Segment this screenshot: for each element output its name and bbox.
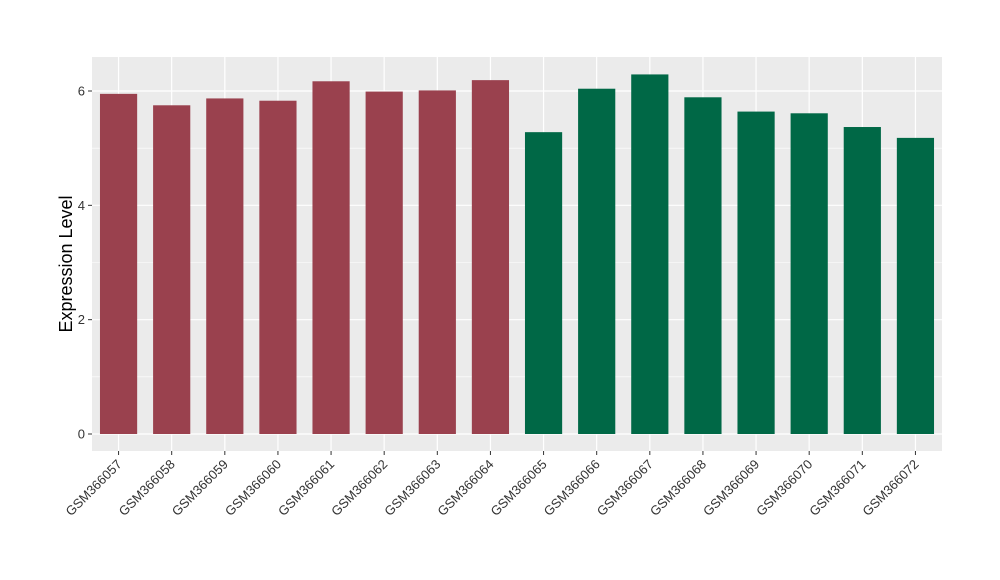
bar-gsm366063 <box>418 90 456 434</box>
x-tick-label: GSM366069 <box>700 457 762 519</box>
x-tick-label: GSM366071 <box>806 457 868 519</box>
bar-gsm366059 <box>206 98 244 434</box>
y-axis: 0 2 4 6 <box>78 84 92 442</box>
x-tick-label: GSM366057 <box>62 457 124 519</box>
bar-gsm366060 <box>259 100 297 435</box>
bar-gsm366061 <box>312 81 350 434</box>
bars <box>99 74 935 435</box>
x-tick-label: GSM366066 <box>541 457 603 519</box>
bar-gsm366064 <box>471 80 510 434</box>
x-tick-label: GSM366065 <box>487 457 549 519</box>
bar-gsm366072 <box>896 137 935 435</box>
x-tick-label: GSM366058 <box>116 457 178 519</box>
x-tick-label: GSM366064 <box>434 457 496 519</box>
x-tick-label: GSM366059 <box>169 457 231 519</box>
bar-gsm366069 <box>737 111 775 434</box>
bar-gsm366067 <box>631 74 669 435</box>
bar-gsm366068 <box>684 97 722 434</box>
bar-gsm366065 <box>524 132 563 434</box>
bar-gsm366071 <box>843 127 881 434</box>
y-tick-label: 0 <box>78 427 85 442</box>
x-tick-label: GSM366070 <box>753 457 815 519</box>
y-tick-label: 2 <box>78 312 85 327</box>
y-axis-title: Expression Level <box>56 195 76 332</box>
x-tick-label: GSM366062 <box>328 457 390 519</box>
y-tick-label: 4 <box>78 198 85 213</box>
bar-gsm366058 <box>153 105 191 435</box>
x-tick-label: GSM366063 <box>381 457 443 519</box>
x-tick-label: GSM366068 <box>647 457 709 519</box>
y-tick-label: 6 <box>78 84 85 99</box>
bar-gsm366057 <box>99 93 138 434</box>
bar-gsm366070 <box>790 113 828 435</box>
x-tick-label: GSM366060 <box>222 457 284 519</box>
bar-gsm366062 <box>365 91 403 435</box>
x-tick-label: GSM366072 <box>859 457 921 519</box>
x-tick-label: GSM366067 <box>594 457 656 519</box>
x-axis: GSM366057GSM366058GSM366059GSM366060GSM3… <box>62 451 922 519</box>
bar-gsm366066 <box>578 88 616 435</box>
x-tick-label: GSM366061 <box>275 457 337 519</box>
